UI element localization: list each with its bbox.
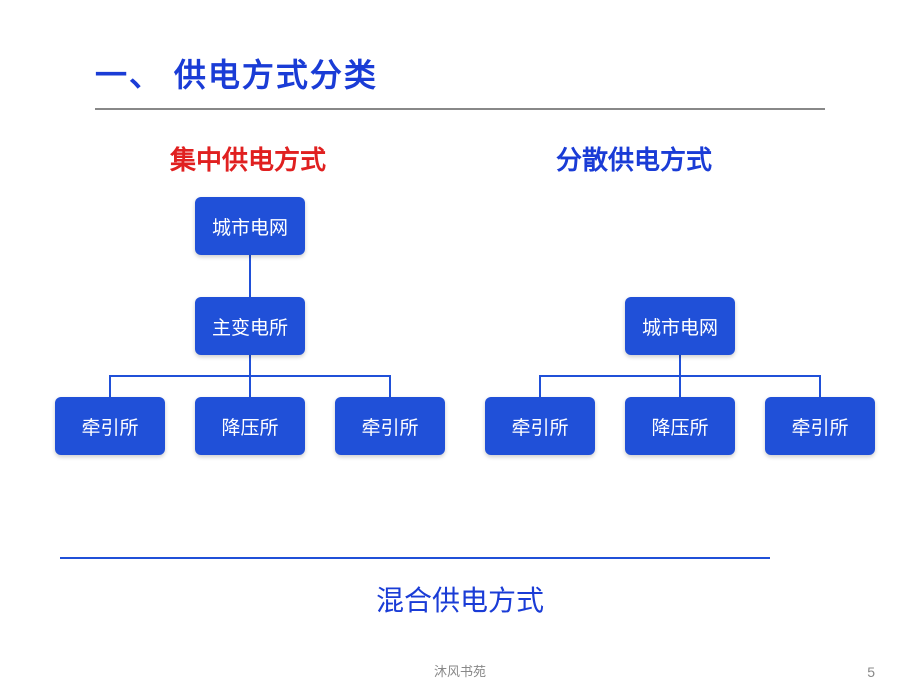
right-leaf-node-1: 降压所 — [625, 397, 735, 455]
connector-line — [679, 375, 681, 397]
connector-line — [249, 355, 251, 375]
page-number: 5 — [867, 664, 875, 680]
footer-text: 沐风书苑 — [434, 661, 486, 680]
title-divider — [95, 108, 825, 110]
right-leaf-node-0: 牵引所 — [485, 397, 595, 455]
connector-line — [249, 255, 251, 297]
right-leaf-node-2: 牵引所 — [765, 397, 875, 455]
left-leaf-node-0: 牵引所 — [55, 397, 165, 455]
left-mid-node: 主变电所 — [195, 297, 305, 355]
bottom-divider — [60, 557, 770, 559]
connector-line — [679, 355, 681, 375]
connector-line — [819, 375, 821, 397]
connector-line — [389, 375, 391, 397]
right-root-node: 城市电网 — [625, 297, 735, 355]
subtitle-left: 集中供电方式 — [170, 140, 326, 177]
diagram-area: 城市电网主变电所牵引所降压所牵引所城市电网牵引所降压所牵引所 — [0, 197, 920, 517]
left-leaf-node-1: 降压所 — [195, 397, 305, 455]
connector-line — [109, 375, 111, 397]
bottom-label: 混合供电方式 — [0, 579, 920, 619]
subtitle-right: 分散供电方式 — [556, 140, 712, 177]
page-title: 一、 供电方式分类 — [95, 50, 920, 96]
left-root-node: 城市电网 — [195, 197, 305, 255]
connector-line — [539, 375, 541, 397]
left-leaf-node-2: 牵引所 — [335, 397, 445, 455]
connector-line — [249, 375, 251, 397]
